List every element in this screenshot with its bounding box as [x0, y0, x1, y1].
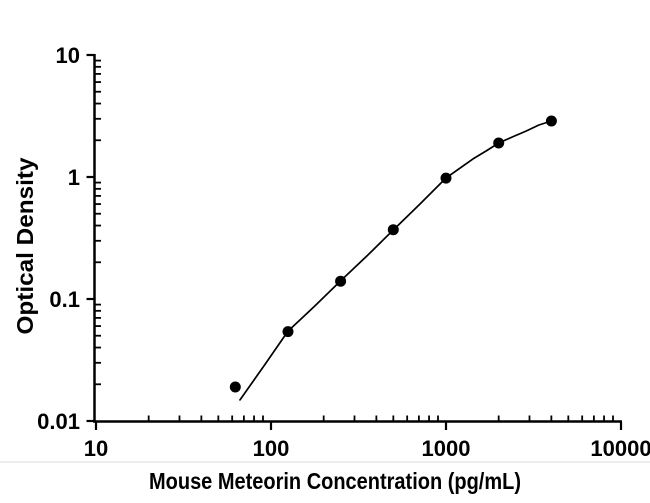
x-tick-label: 10	[84, 436, 108, 461]
data-point	[545, 115, 557, 127]
data-point	[335, 275, 347, 287]
x-tick-label: 10000	[590, 436, 650, 461]
data-point	[282, 326, 294, 338]
x-axis-title: Mouse Meteorin Concentration (pg/mL)	[149, 468, 521, 494]
y-tick-label: 10	[56, 43, 80, 68]
y-tick-label: 0.1	[49, 287, 80, 312]
data-point	[493, 137, 505, 149]
x-tick-label: 100	[253, 436, 290, 461]
data-point	[387, 224, 399, 236]
x-tick-label: 1000	[422, 436, 471, 461]
fit-curve-line	[239, 120, 553, 401]
curve-layer	[239, 120, 553, 401]
data-point	[229, 381, 241, 393]
y-tick-label: 0.01	[37, 409, 80, 434]
y-axis-title: Optical Density	[12, 157, 38, 334]
data-point	[440, 172, 452, 184]
points-layer	[229, 115, 557, 393]
y-tick-label: 1	[68, 165, 80, 190]
axes-layer: 10 100 1000 10000 0.01 0.1 1 10	[37, 43, 650, 461]
